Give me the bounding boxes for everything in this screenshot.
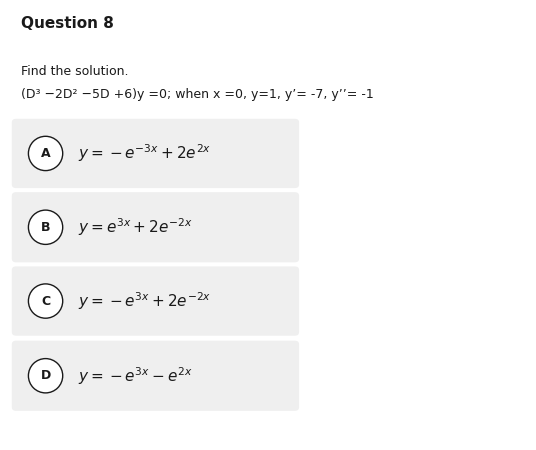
FancyBboxPatch shape (12, 341, 299, 411)
Text: $y = -e^{-3x} + 2e^{2x}$: $y = -e^{-3x} + 2e^{2x}$ (78, 143, 211, 164)
FancyBboxPatch shape (12, 192, 299, 262)
Text: $y = -e^{3x} - e^{2x}$: $y = -e^{3x} - e^{2x}$ (78, 365, 192, 387)
FancyBboxPatch shape (12, 266, 299, 336)
Text: Find the solution.: Find the solution. (21, 65, 129, 78)
Text: A: A (41, 147, 50, 160)
Ellipse shape (28, 136, 63, 171)
Ellipse shape (28, 210, 63, 244)
FancyBboxPatch shape (12, 119, 299, 188)
Ellipse shape (28, 284, 63, 318)
Text: D: D (40, 369, 51, 382)
Ellipse shape (28, 359, 63, 393)
Text: $y = -e^{3x} + 2e^{-2x}$: $y = -e^{3x} + 2e^{-2x}$ (78, 290, 211, 312)
Text: C: C (41, 295, 50, 307)
Text: B: B (41, 221, 50, 234)
Text: Question 8: Question 8 (21, 16, 114, 31)
Text: (D³ −2D² −5D +6)y =0; when x =0, y=1, y’= -7, y’’= -1: (D³ −2D² −5D +6)y =0; when x =0, y=1, y’… (21, 88, 374, 101)
Text: $y = e^{3x} + 2e^{-2x}$: $y = e^{3x} + 2e^{-2x}$ (78, 216, 192, 238)
